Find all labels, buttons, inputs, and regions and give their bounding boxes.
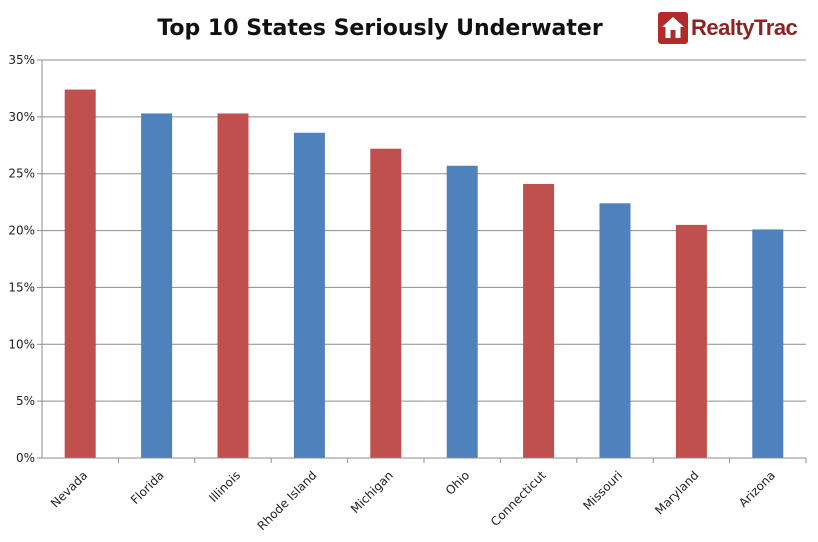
realtytrac-logo: RealtyTrac [658, 12, 798, 44]
bar [599, 203, 631, 458]
y-tick-label: 30% [8, 110, 35, 124]
bar [293, 132, 325, 458]
x-tick-label: Michigan [348, 468, 396, 516]
bar [64, 89, 96, 459]
x-tick-label: Florida [128, 468, 167, 507]
logo-text: RealtyTrac [691, 15, 798, 40]
x-tick-label: Ohio [443, 468, 473, 498]
x-tick-label: Arizona [736, 468, 778, 510]
y-tick-label: 25% [8, 167, 35, 181]
x-tick-label: Illinois [206, 468, 243, 505]
house-icon [658, 12, 688, 44]
y-tick-label: 0% [16, 451, 35, 465]
x-tick-label: Rhode Island [255, 468, 320, 533]
bar [446, 165, 478, 459]
y-tick-label: 35% [8, 53, 35, 67]
bar [523, 183, 555, 458]
y-tick-label: 20% [8, 224, 35, 238]
chart-title: Top 10 States Seriously Underwater [157, 16, 603, 41]
y-tick-label: 15% [8, 280, 35, 294]
bar [217, 113, 249, 459]
y-tick-label: 5% [16, 394, 35, 408]
bar [752, 229, 784, 458]
bar [675, 224, 707, 458]
x-tick-label: Nevada [48, 468, 90, 510]
x-tick-label: Missouri [580, 468, 625, 513]
x-tick-label: Maryland [652, 468, 701, 517]
bar [141, 113, 173, 459]
bar [370, 148, 402, 458]
x-tick-label: Connecticut [488, 468, 549, 529]
y-tick-label: 10% [8, 337, 35, 351]
